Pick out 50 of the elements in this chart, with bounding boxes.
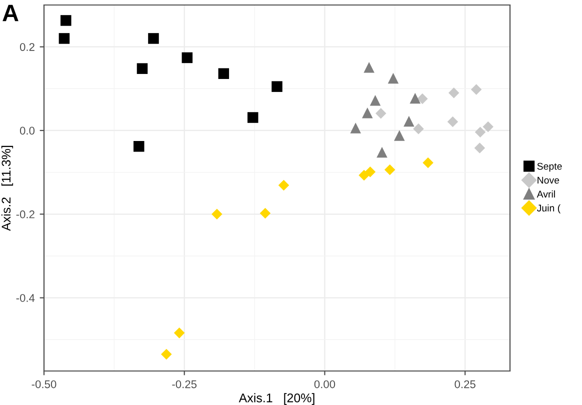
x-axis-title: Axis.1 [20%] [238,393,314,405]
point [404,116,414,127]
x-tick-label: 0.25 [454,380,476,388]
point [358,170,370,181]
point [218,68,230,79]
chart-title: A [2,4,18,22]
y-tick-label: 0.0 [20,126,35,135]
point [394,130,405,141]
point [174,328,185,338]
point [350,122,361,134]
legend-label: Septe [537,162,562,172]
point [58,33,70,44]
point [247,112,258,123]
point [212,208,222,220]
y-tick-label: 0.2 [20,43,34,51]
point [388,72,399,84]
y-tick-label: -0.2 [16,210,34,218]
x-tick-label: -0.25 [172,380,197,388]
point [362,108,373,118]
point [422,157,434,168]
point [272,81,282,92]
point [364,62,374,73]
point [417,93,428,104]
point [370,94,381,106]
point [136,63,148,74]
point [448,87,460,98]
y-axis-title: Axis.2 [11.3%] [1,146,14,231]
point [413,123,424,134]
point [161,348,172,360]
point [447,116,458,128]
y-tick-label: -0.4 [16,294,35,302]
point [278,180,290,191]
point [148,33,159,44]
point [474,126,486,138]
point [474,142,486,154]
point [260,208,271,219]
legend-label: Avril [536,190,555,198]
point [182,52,193,64]
point [470,84,482,95]
legend-label: Nove [538,176,560,184]
point [410,92,420,104]
x-tick-label: 0.00 [314,380,336,388]
legend-label: Juin ( [536,204,561,214]
point [134,141,144,152]
point [482,121,494,132]
point [60,15,72,26]
point [376,146,388,158]
x-tick-label: -0.50 [32,380,56,388]
point [384,164,396,176]
point [375,108,386,119]
